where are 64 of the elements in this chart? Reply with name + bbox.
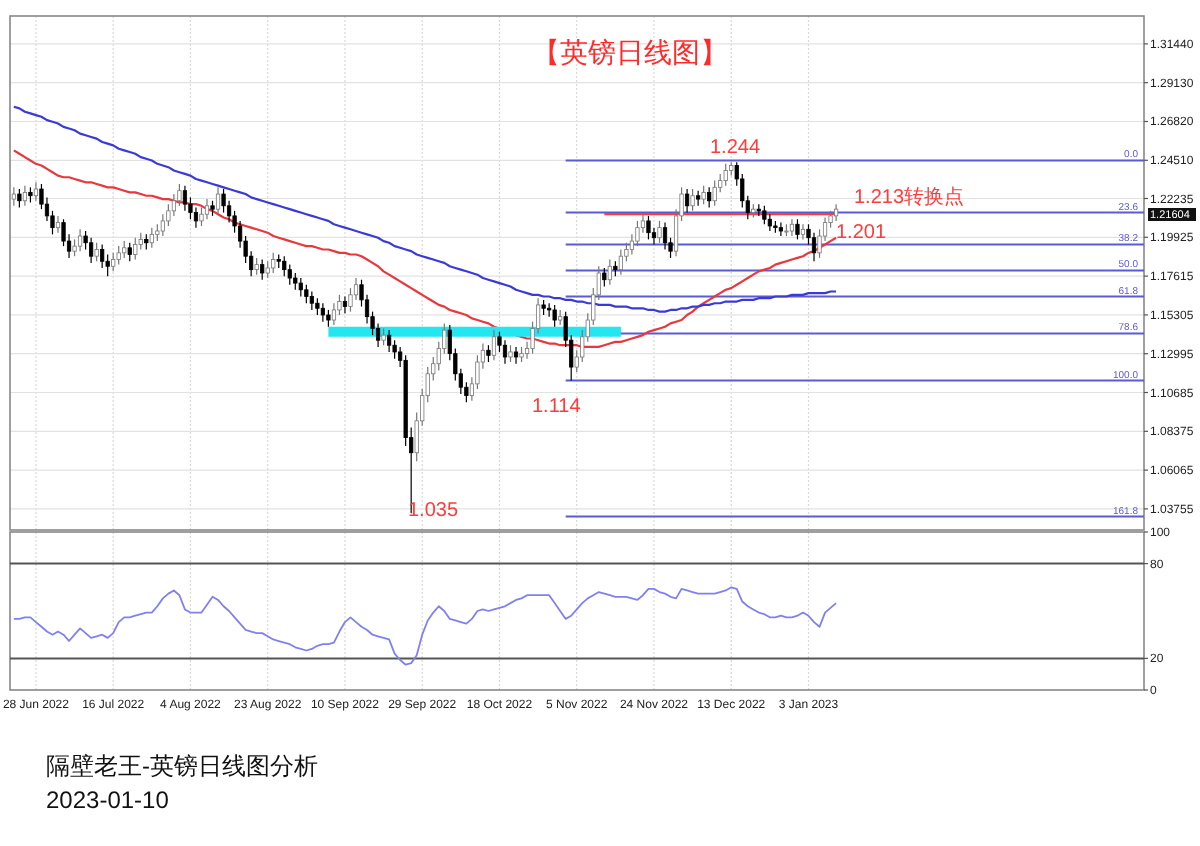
candlestick — [22, 185, 28, 207]
candlestick — [94, 242, 99, 262]
candlestick — [618, 248, 623, 276]
candlestick — [762, 205, 767, 225]
candlestick — [696, 190, 701, 207]
candlestick — [320, 302, 325, 323]
candlestick — [182, 185, 188, 212]
candlestick — [77, 228, 83, 252]
candlestick — [89, 237, 94, 264]
candlestick — [116, 245, 121, 266]
candlestick — [646, 215, 651, 241]
candlestick — [795, 218, 800, 241]
candlestick — [199, 206, 204, 227]
annotation: 1.201 — [836, 222, 887, 244]
annotation: 1.035 — [408, 500, 459, 522]
candlestick — [701, 185, 706, 205]
candlestick — [298, 277, 303, 298]
candlestick — [17, 188, 22, 209]
candlestick — [11, 186, 16, 207]
candlestick — [342, 295, 348, 314]
text: 隔壁老王-英镑日线图分析 — [46, 752, 318, 780]
candlestick — [513, 346, 519, 365]
line-series — [12, 586, 837, 666]
candlestick — [811, 232, 817, 262]
candlestick — [607, 258, 612, 286]
candlestick — [55, 215, 61, 234]
candlestick — [635, 220, 640, 247]
candlestick — [602, 267, 607, 288]
candlestick — [215, 186, 221, 215]
candlestick — [331, 302, 337, 326]
candlestick — [789, 218, 795, 237]
candlestick — [149, 227, 154, 249]
candlestick — [684, 188, 690, 214]
candlestick — [33, 181, 39, 202]
candlestick — [282, 255, 287, 277]
candlestick — [662, 222, 668, 251]
candlestick — [204, 198, 210, 220]
candlestick — [712, 180, 717, 207]
candlestick — [386, 329, 392, 353]
candlestick — [127, 242, 132, 262]
candlestick — [690, 188, 695, 212]
candlestick — [133, 237, 138, 261]
candlestick — [800, 223, 806, 241]
text: 2023-01-10 — [46, 786, 170, 814]
candlestick — [657, 220, 662, 244]
candlestick — [100, 243, 105, 269]
candlestick — [287, 264, 292, 286]
candlestick — [778, 222, 784, 237]
candlestick — [723, 163, 728, 187]
candlestick — [260, 258, 265, 281]
candlestick — [491, 329, 497, 361]
candlestick — [833, 203, 839, 222]
annotation: 1.213转换点 — [854, 185, 965, 210]
text: 【英镑日线图】 — [532, 36, 728, 68]
annotation: 1.114 — [532, 395, 582, 418]
candlestick — [767, 213, 772, 232]
candlestick — [502, 339, 508, 365]
candlestick — [309, 290, 314, 311]
annotation: 1.244 — [710, 137, 761, 160]
candlestick — [271, 252, 276, 274]
candlestick — [111, 252, 116, 272]
candlestick — [304, 284, 309, 304]
candlestick — [552, 304, 557, 328]
candlestick — [707, 186, 712, 209]
